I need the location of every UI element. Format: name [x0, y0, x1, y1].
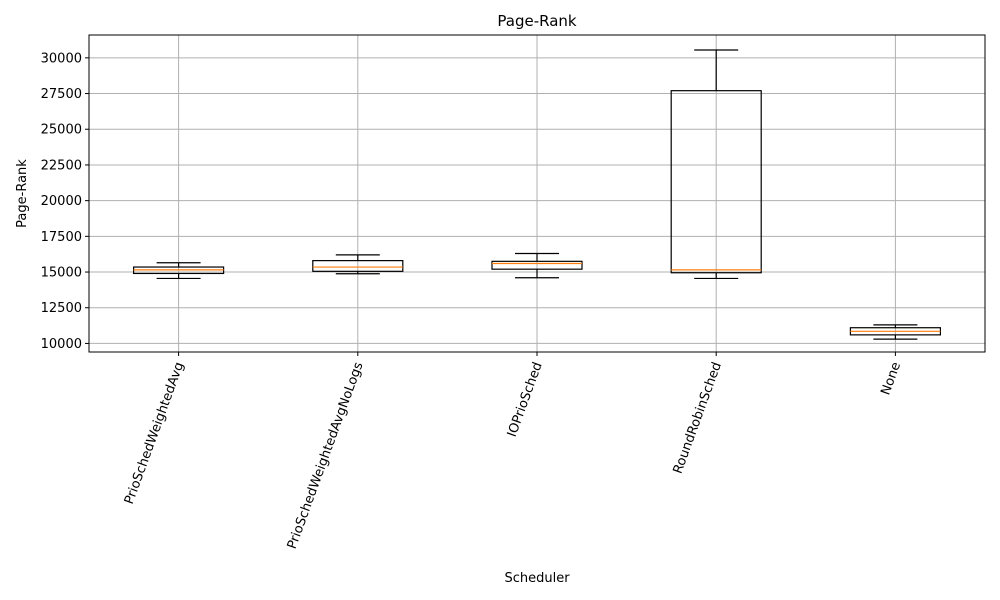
box-2 [491, 252, 583, 279]
iqr-box [670, 90, 762, 274]
y-tick-label: 10000 [41, 337, 82, 352]
box-0 [133, 262, 225, 280]
y-tick-label: 22500 [41, 158, 82, 173]
y-axis-label: Page-Rank [15, 159, 30, 228]
box-1 [312, 254, 404, 275]
iqr-box [491, 260, 583, 270]
boxes [133, 49, 942, 340]
y-tick-label: 27500 [41, 87, 82, 102]
chart-title: Page-Rank [497, 12, 577, 30]
y-tick-label: 25000 [41, 123, 82, 138]
box-4 [849, 324, 942, 340]
y-tick-label: 30000 [41, 51, 82, 66]
y-tick-label: 20000 [41, 194, 82, 209]
box-3 [670, 49, 762, 280]
y-tick-label: 17500 [41, 230, 82, 245]
iqr-box [312, 260, 404, 272]
x-axis-label: Scheduler [504, 571, 570, 586]
grid [89, 35, 985, 352]
y-tick-label: 15000 [41, 266, 82, 281]
y-tick-label: 12500 [41, 301, 82, 316]
